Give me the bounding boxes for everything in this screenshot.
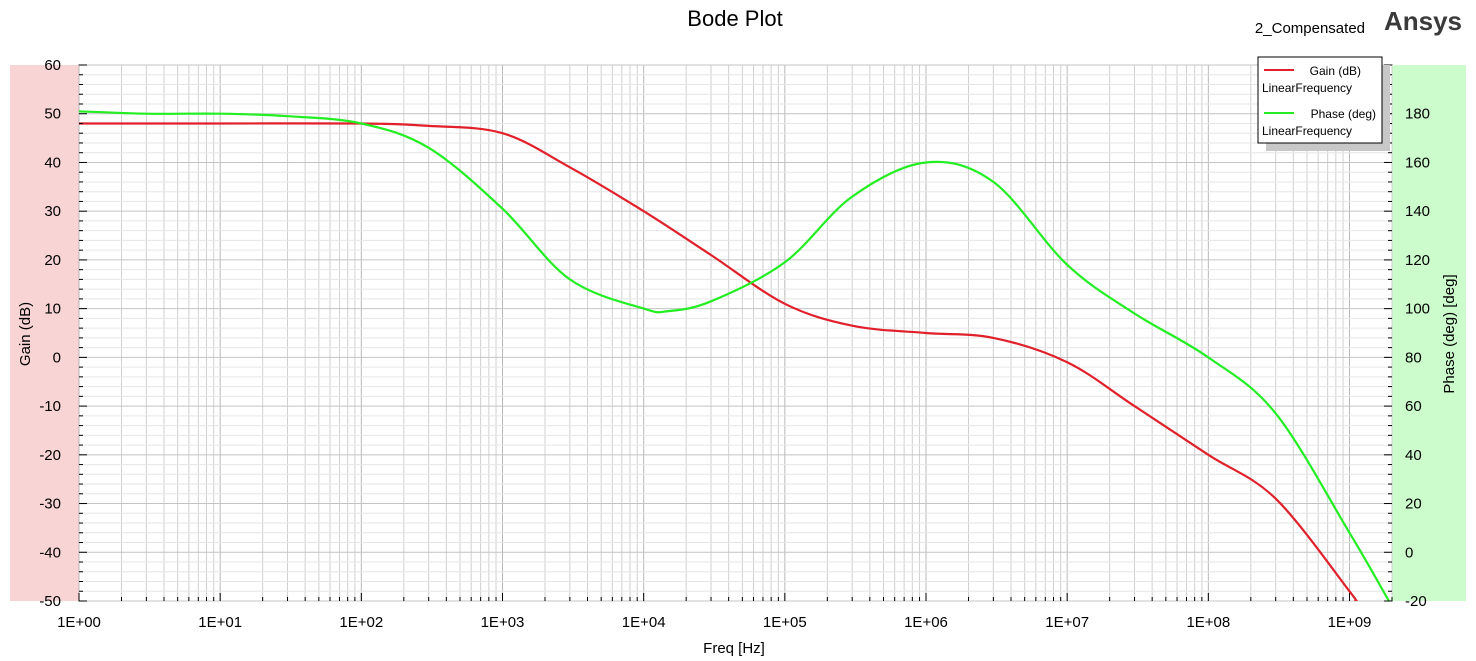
- y2-tick-label: 160: [1405, 154, 1430, 171]
- y2-tick-label: 60: [1405, 398, 1422, 415]
- y-tick-label: 0: [53, 349, 61, 366]
- y-tick-label: 50: [44, 106, 61, 123]
- phase-axis-band: [1392, 65, 1466, 601]
- legend-gain-label: Gain (dB): [1310, 64, 1361, 78]
- series-layer: [79, 110, 1390, 601]
- y-tick-label: 60: [44, 57, 61, 74]
- y-tick-label: 40: [44, 154, 61, 171]
- x-tick-label: 1E+01: [198, 614, 242, 631]
- y2-tick-label: 20: [1405, 496, 1422, 513]
- x-tick-label: 1E+00: [57, 614, 101, 631]
- legend-phase-label: Phase (deg): [1311, 107, 1376, 121]
- design-name: 2_Compensated: [1255, 20, 1365, 37]
- x-tick-label: 1E+08: [1186, 614, 1230, 631]
- x-tick-label: 1E+09: [1328, 614, 1372, 631]
- x-tick-label: 1E+04: [622, 614, 666, 631]
- chart-title: Bode Plot: [687, 6, 782, 31]
- gain-series-line: [79, 122, 1358, 601]
- y-tick-label: -50: [39, 593, 61, 610]
- x-tick-label: 1E+05: [763, 614, 807, 631]
- grid-lines: [78, 64, 1393, 602]
- y-tick-labels: 60 50 40 30 20 10 0 -10 -20 -30 -40 -50: [39, 57, 61, 610]
- tick-marks: [78, 64, 1393, 602]
- y-tick-label: -10: [39, 398, 61, 415]
- y2-axis-label: Phase (deg) [deg]: [1441, 274, 1458, 393]
- x-axis-label: Freq [Hz]: [703, 640, 765, 657]
- legend-phase-sub: LinearFrequency: [1262, 124, 1352, 138]
- gain-axis-band: [10, 65, 79, 601]
- y2-tick-label: 0: [1405, 544, 1413, 561]
- plot-area: [78, 64, 1393, 602]
- y-tick-label: -30: [39, 496, 61, 513]
- brand-logo: Ansys: [1384, 6, 1462, 36]
- legend-gain-sub: LinearFrequency: [1262, 81, 1352, 95]
- x-tick-label: 1E+07: [1045, 614, 1089, 631]
- y2-tick-label: -20: [1405, 593, 1427, 610]
- y-axis-label: Gain (dB): [17, 302, 34, 366]
- legend-box: [1257, 56, 1383, 144]
- y2-tick-label: 120: [1405, 252, 1430, 269]
- phase-series-line: [79, 110, 1390, 601]
- y-tick-label: 20: [44, 252, 61, 269]
- y2-tick-label: 40: [1405, 447, 1422, 464]
- y-tick-label: 10: [44, 301, 61, 318]
- x-tick-labels: 1E+00 1E+01 1E+02 1E+03 1E+04 1E+05 1E+06 1E+07…: [57, 614, 1371, 631]
- x-tick-label: 1E+03: [481, 614, 525, 631]
- y-tick-label: -40: [39, 544, 61, 561]
- legend: Gain (dB) LinearFrequency Phase (deg) Li…: [1257, 56, 1390, 151]
- y-tick-label: 30: [44, 203, 61, 220]
- y2-tick-label: 100: [1405, 301, 1430, 318]
- x-tick-label: 1E+02: [339, 614, 383, 631]
- y2-tick-label: 80: [1405, 349, 1422, 366]
- y2-tick-label: 180: [1405, 106, 1430, 123]
- y2-tick-label: 140: [1405, 203, 1430, 220]
- x-tick-label: 1E+06: [904, 614, 948, 631]
- y-tick-label: -20: [39, 447, 61, 464]
- y2-tick-labels: 180 160 140 120 100 80 60 40 20 0 -20: [1405, 106, 1430, 610]
